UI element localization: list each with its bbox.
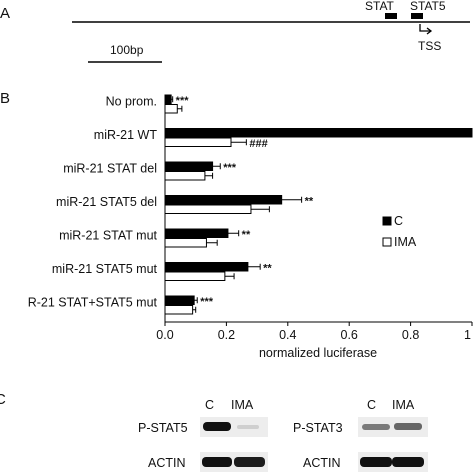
tss-label: TSS xyxy=(418,39,441,53)
bar-c xyxy=(164,262,249,272)
x-tick-label: 0.2 xyxy=(218,328,235,342)
bars xyxy=(164,94,473,315)
bar-c xyxy=(164,295,195,305)
chart-axes xyxy=(164,95,472,323)
tss-arrowhead xyxy=(426,27,433,35)
promoter-map: A STAT STAT5 TSS 100bp xyxy=(0,0,470,63)
luciferase-chart: B No prom. miR-21 WT miR-21 STAT del miR-21… xyxy=(0,90,473,360)
x-tick-label: 0.4 xyxy=(279,328,296,342)
bar-ima xyxy=(164,305,194,315)
band-actin-right-c xyxy=(360,457,392,467)
bar-c xyxy=(164,195,283,205)
bar-c xyxy=(164,94,172,104)
blot-strip-pstat3 xyxy=(358,417,428,437)
bar-ima xyxy=(164,204,252,214)
x-tick-label: 0.0 xyxy=(156,328,173,342)
category-label: miR-21 STAT del xyxy=(63,162,157,176)
panel-label-c: C xyxy=(0,391,6,408)
blot-left: C IMA P-STAT5 ACTIN xyxy=(138,398,268,472)
row-label-actin-left: ACTIN xyxy=(148,456,186,470)
stat5-site-label: STAT5 xyxy=(410,0,446,13)
lane-label-ima-left: IMA xyxy=(231,398,254,412)
legend-label-c: C xyxy=(394,214,403,228)
bar-ima xyxy=(164,271,226,281)
western-blot: C C IMA P-STAT5 ACTIN C IMA P-STAT3 ACTI… xyxy=(0,391,428,472)
significance-mark: ** xyxy=(305,196,314,208)
category-label: miR-21 STAT5 mut xyxy=(52,262,158,276)
band-pstat3-ima xyxy=(394,423,422,430)
x-tick-label: 1 xyxy=(464,328,471,342)
x-tick-label: 0.6 xyxy=(341,328,358,342)
significance-mark: *** xyxy=(176,95,190,107)
x-tick-label: 0.8 xyxy=(402,328,419,342)
row-label-pstat3: P-STAT3 xyxy=(293,421,343,435)
significance-mark: ** xyxy=(242,229,251,241)
bar-c xyxy=(164,228,229,238)
bar-c xyxy=(164,128,473,138)
lane-label-c-right: C xyxy=(367,398,376,412)
band-pstat5-ima xyxy=(237,425,259,429)
category-label: miR-21 WT xyxy=(94,128,158,142)
lane-label-c-left: C xyxy=(205,398,214,412)
band-pstat5-c xyxy=(203,422,231,431)
panel-label-b: B xyxy=(0,90,10,107)
row-label-actin-right: ACTIN xyxy=(303,456,341,470)
band-actin-left-ima xyxy=(234,457,265,467)
bar-ima xyxy=(164,171,206,181)
x-ticks: 0.0 0.2 0.4 0.6 0.8 1 xyxy=(156,322,473,342)
band-pstat3-c xyxy=(362,424,390,430)
x-axis-title: normalized luciferase xyxy=(259,346,377,360)
panel-label-a: A xyxy=(0,5,10,22)
stat5-site-box xyxy=(411,13,423,19)
bar-ima xyxy=(164,137,232,147)
tss-arrow xyxy=(419,24,431,32)
legend: C IMA xyxy=(382,214,417,249)
band-actin-left-c xyxy=(202,457,232,467)
stat-site-label: STAT xyxy=(365,0,395,13)
category-label: No prom. xyxy=(106,95,157,109)
lane-label-ima-right: IMA xyxy=(392,398,415,412)
significance-mark: ** xyxy=(263,263,272,275)
category-label: miR-21 STAT mut xyxy=(59,229,157,243)
category-labels: No prom. miR-21 WT miR-21 STAT del miR-21 S… xyxy=(28,95,158,310)
legend-label-ima: IMA xyxy=(394,235,417,249)
legend-swatch-c xyxy=(382,216,392,226)
significance-mark: ### xyxy=(249,138,267,150)
category-label: R-21 STAT+STAT5 mut xyxy=(28,296,158,310)
blot-right: C IMA P-STAT3 ACTIN xyxy=(293,398,428,472)
bar-ima xyxy=(164,238,207,248)
scale-bar-label: 100bp xyxy=(110,43,144,57)
legend-swatch-ima xyxy=(382,237,392,247)
stat-site-box xyxy=(385,13,397,19)
significance-mark: *** xyxy=(200,296,214,308)
band-actin-right-ima xyxy=(392,457,424,467)
error-bars xyxy=(171,96,303,313)
bar-c xyxy=(164,161,214,171)
category-label: miR-21 STAT5 del xyxy=(56,195,157,209)
significance-marks: ***###************ xyxy=(176,95,314,308)
row-label-pstat5: P-STAT5 xyxy=(138,421,188,435)
significance-mark: *** xyxy=(223,162,237,174)
